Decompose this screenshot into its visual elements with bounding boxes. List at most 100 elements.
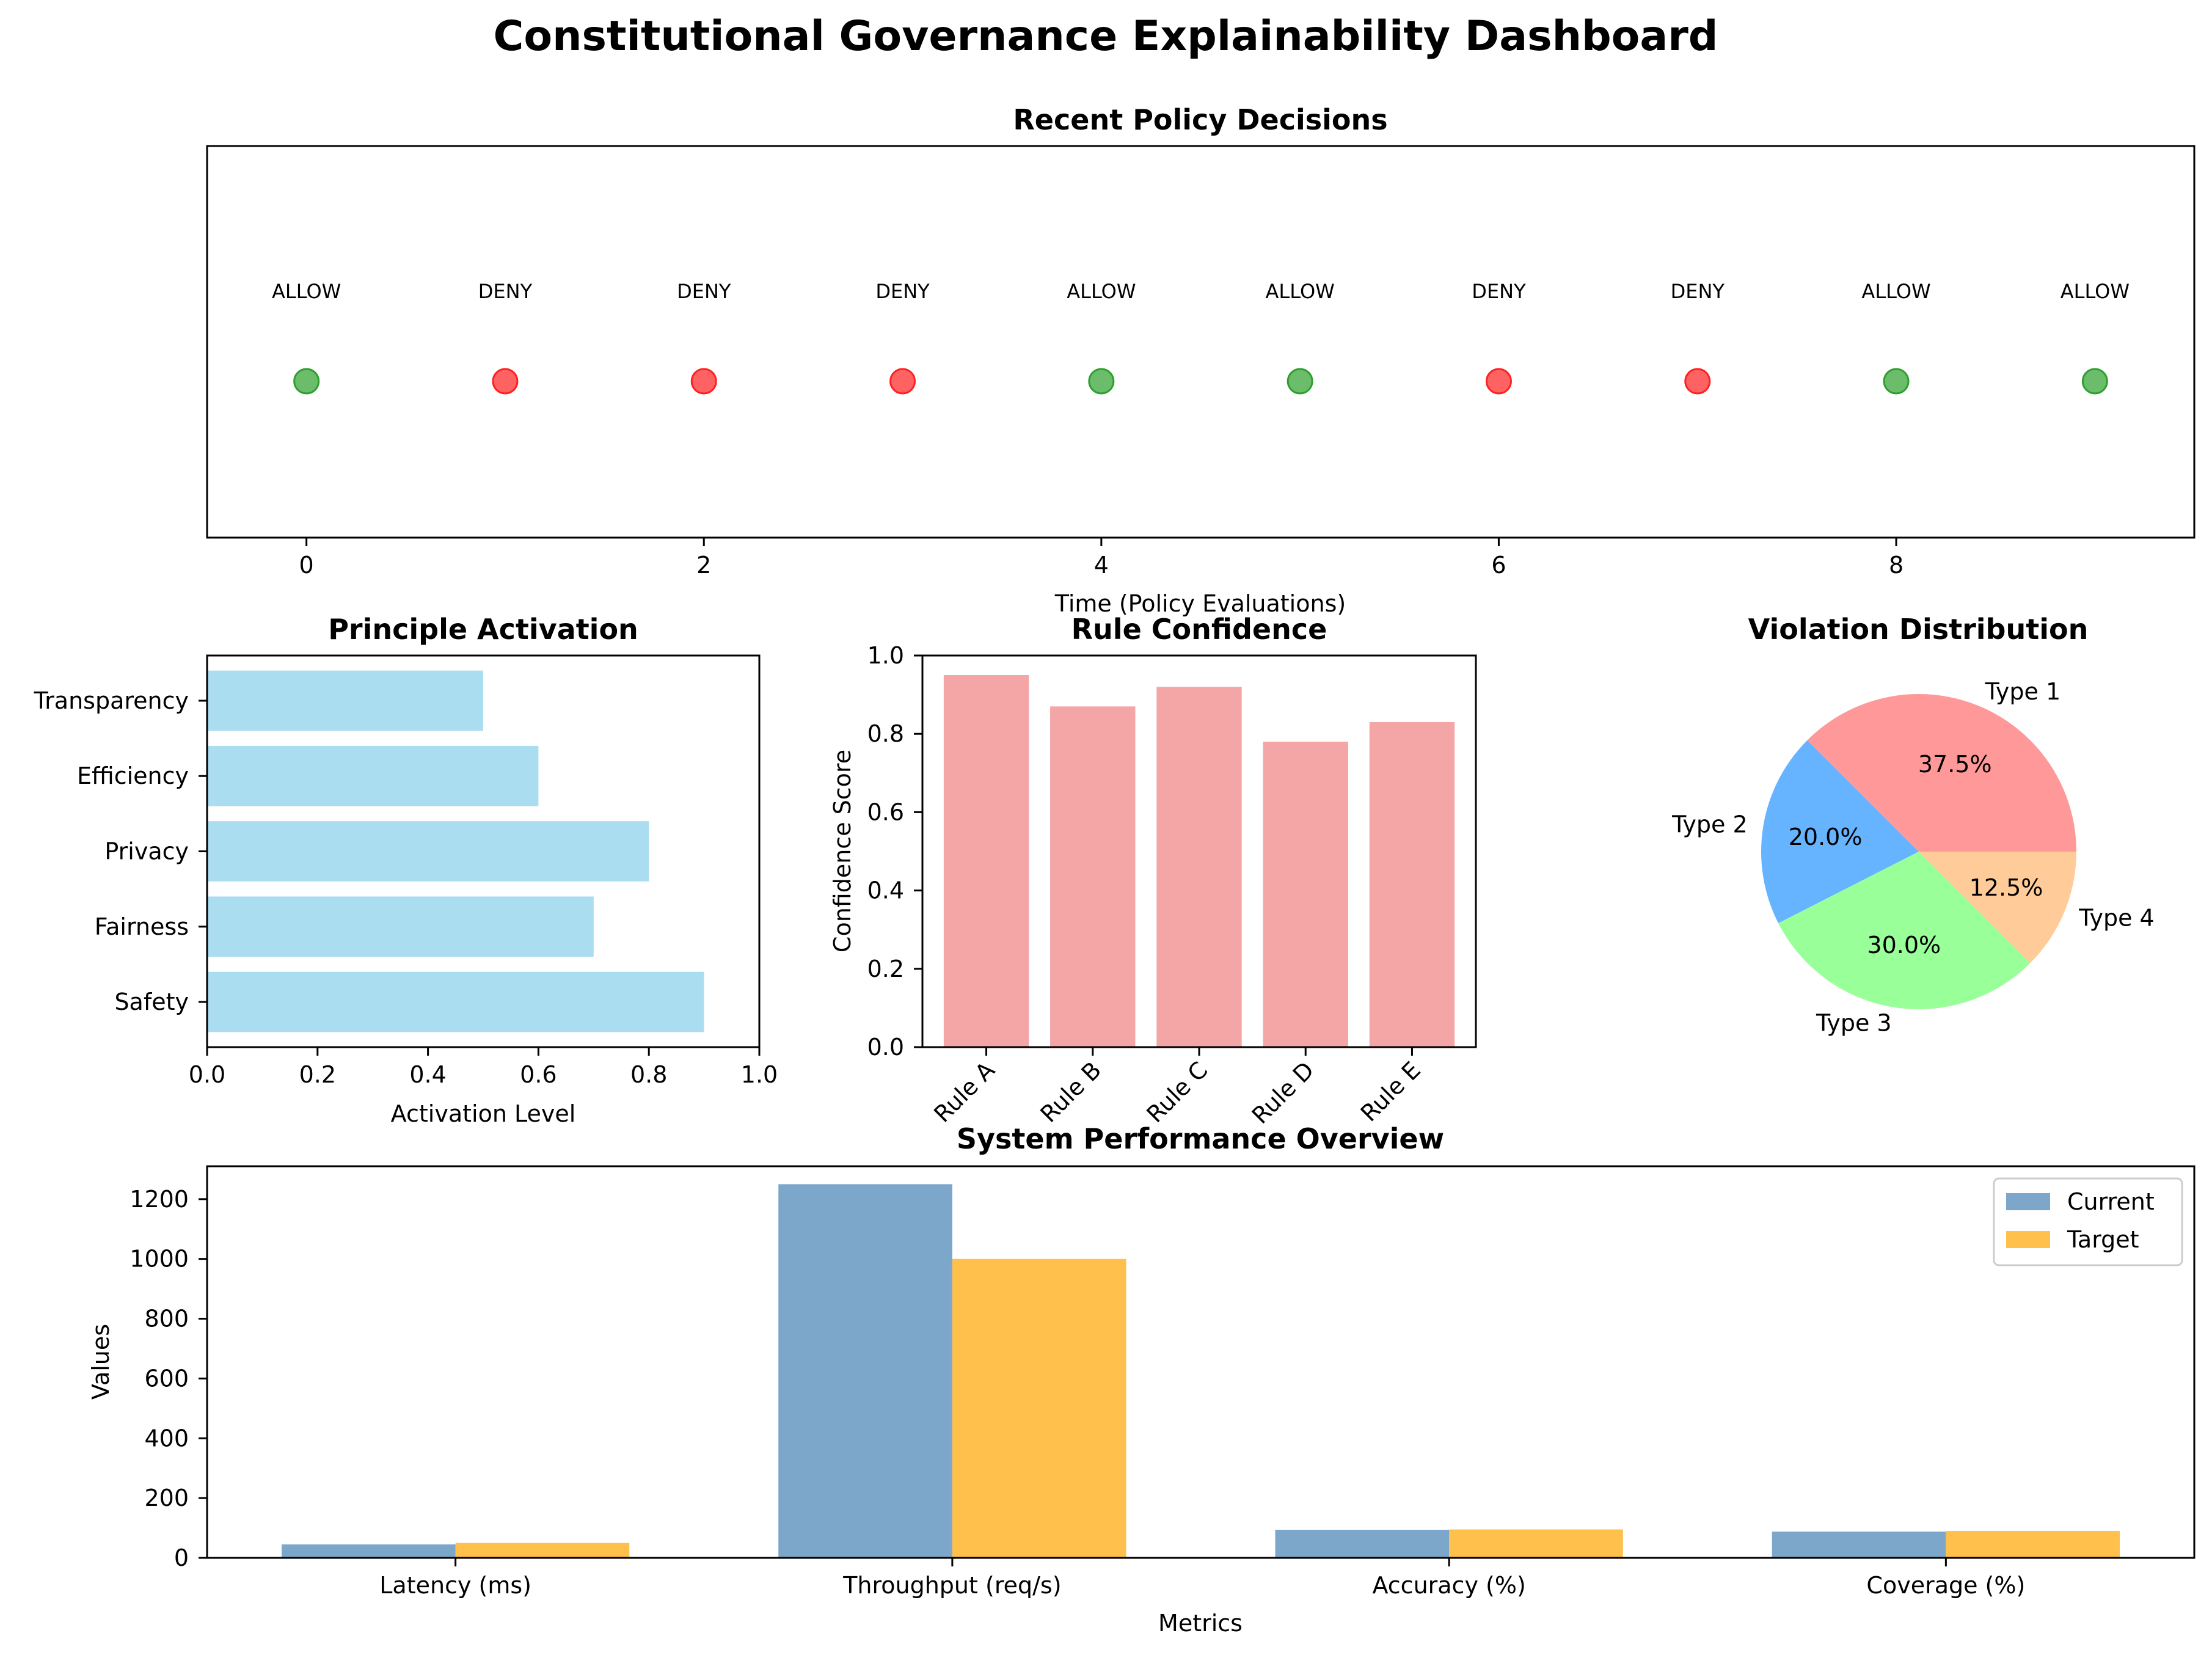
decision-label-6: DENY <box>1472 280 1526 303</box>
perf-ytick-200: 200 <box>144 1485 189 1511</box>
rule-ytick-0-6: 0.6 <box>867 798 904 825</box>
rule-bar-rule-e <box>1369 722 1455 1047</box>
pie-slice-type-1 <box>1807 693 2076 852</box>
perf-bar-current-accuracy <box>1275 1530 1450 1558</box>
principle-label-fairness: Fairness <box>95 913 189 940</box>
principle-bar-fairness <box>207 896 594 957</box>
perf-ytick-1000: 1000 <box>130 1246 189 1273</box>
policy-decisions-xlabel: Time (Policy Evaluations) <box>1054 590 1346 617</box>
rule-label-rule-e: Rule E <box>1356 1056 1426 1127</box>
principle-activation-marks: Safety Fairness Privacy Efficiency Transpare… <box>34 670 778 1088</box>
principle-activation-title: Principle Activation <box>328 613 638 646</box>
decision-point-2 <box>690 368 717 395</box>
rule-label-rule-c: Rule C <box>1141 1056 1213 1128</box>
principle-label-transparency: Transparency <box>34 687 189 714</box>
system-performance-frame <box>206 1165 2196 1559</box>
perf-bar-target-accuracy <box>1449 1529 1623 1558</box>
perf-xtick-accuracy: Accuracy (%) <box>1372 1572 1525 1599</box>
principle-label-privacy: Privacy <box>104 838 189 865</box>
system-performance-legend: Current Target <box>1993 1177 2183 1266</box>
rule-bar-rule-c <box>1156 687 1242 1047</box>
decision-label-1: DENY <box>478 280 533 303</box>
violation-distribution-marks: Type 1 37.5% Type 2 20.0% Type 3 30.0% Type 4 1… <box>1671 678 2155 1037</box>
decision-label-0: ALLOW <box>272 280 341 303</box>
principle-xtick-1-0: 1.0 <box>741 1061 778 1088</box>
decision-label-9: ALLOW <box>2061 280 2130 303</box>
principle-label-safety: Safety <box>114 988 189 1015</box>
system-performance-ylabel: Values <box>87 1324 114 1400</box>
rule-bar-rule-d <box>1263 742 1348 1047</box>
decision-point-3 <box>889 368 916 395</box>
perf-legend-label-current: Current <box>2067 1188 2155 1215</box>
perf-legend-swatch-current <box>2006 1193 2050 1210</box>
decision-point-4 <box>1088 368 1115 395</box>
rule-ytick-0-8: 0.8 <box>867 720 904 747</box>
system-performance-marks: Latency (ms) Throughput (req/s) Accuracy (… <box>130 1184 2120 1599</box>
perf-legend-label-target: Target <box>2067 1226 2139 1253</box>
decisions-xtick-8: 8 <box>1889 552 1904 579</box>
pie-percent-type-3: 30.0% <box>1867 932 1941 959</box>
principle-activation-xlabel: Activation Level <box>391 1100 576 1127</box>
decision-point-6 <box>1485 368 1512 395</box>
decision-label-2: DENY <box>677 280 731 303</box>
principle-xtick-0-0: 0.0 <box>189 1061 225 1088</box>
pie-slice-type-3 <box>1778 852 2031 1009</box>
decision-point-7 <box>1684 368 1711 395</box>
rule-ytick-0-4: 0.4 <box>867 877 904 904</box>
decision-point-8 <box>1883 368 1910 395</box>
policy-decisions-title: Recent Policy Decisions <box>1013 103 1387 136</box>
rule-confidence-frame <box>921 654 1477 1048</box>
principle-xtick-0-8: 0.8 <box>630 1061 667 1088</box>
perf-bar-target-latency-ms <box>455 1543 630 1558</box>
decision-label-5: ALLOW <box>1266 280 1335 303</box>
system-performance-panel: Latency (ms) Throughput (req/s) Accuracy (… <box>87 1122 2196 1637</box>
decision-label-4: ALLOW <box>1067 280 1136 303</box>
principle-bar-efficiency <box>207 745 539 806</box>
rule-bar-rule-b <box>1050 706 1136 1047</box>
perf-bar-current-latency-ms <box>281 1544 456 1558</box>
perf-bar-current-coverage <box>1772 1531 1946 1558</box>
rule-confidence-marks: Rule A Rule B Rule C Rule D Rule E 0.0 0.2 0.4 0… <box>867 642 1455 1129</box>
principle-xtick-0-2: 0.2 <box>299 1061 336 1088</box>
rule-label-rule-a: Rule A <box>929 1056 1000 1128</box>
pie-slice-type-4 <box>1919 852 2076 963</box>
principle-activation-frame <box>206 654 761 1048</box>
perf-bar-current-throughput-req-s <box>778 1184 952 1558</box>
decision-point-9 <box>2081 368 2108 395</box>
rule-bar-rule-a <box>943 675 1029 1047</box>
violation-distribution-panel: Violation Distribution Type 1 37.5% Type 2… <box>1671 613 2155 1036</box>
pie-percent-type-4: 12.5% <box>1969 874 2043 901</box>
perf-xtick-coverage: Coverage (%) <box>1866 1572 2025 1599</box>
decisions-xtick-6: 6 <box>1491 552 1506 579</box>
rule-confidence-ylabel: Confidence Score <box>829 750 856 952</box>
pie-slice-type-2 <box>1761 740 1919 924</box>
policy-decisions-marks: ALLOW DENY DENY DENY ALLOW ALLOW DENY DENY ALLOW… <box>272 280 2130 579</box>
dashboard-title: Constitutional Governance Explainability… <box>494 12 1718 60</box>
system-performance-title: System Performance Overview <box>957 1122 1444 1155</box>
principle-bar-transparency <box>207 670 483 731</box>
system-performance-xlabel: Metrics <box>1158 1610 1243 1637</box>
pie-label-type-4: Type 4 <box>2078 905 2155 932</box>
violation-distribution-title: Violation Distribution <box>1748 613 2089 646</box>
perf-xtick-latency-ms: Latency (ms) <box>379 1572 531 1599</box>
perf-ytick-400: 400 <box>144 1425 189 1452</box>
rule-label-rule-d: Rule D <box>1247 1056 1320 1129</box>
rule-ytick-1-0: 1.0 <box>867 642 904 669</box>
principle-bar-privacy <box>207 821 649 882</box>
principle-xtick-0-6: 0.6 <box>520 1061 557 1088</box>
perf-ytick-800: 800 <box>144 1306 189 1332</box>
pie-label-type-2: Type 2 <box>1671 811 1748 838</box>
perf-ytick-1200: 1200 <box>130 1186 189 1213</box>
perf-legend-swatch-target <box>2006 1231 2050 1248</box>
decisions-xtick-0: 0 <box>299 552 314 579</box>
perf-bar-target-throughput-req-s <box>952 1259 1126 1558</box>
decision-label-8: ALLOW <box>1861 280 1930 303</box>
policy-decisions-frame <box>206 145 2196 539</box>
pie-label-type-1: Type 1 <box>1985 678 2061 705</box>
pie-percent-type-1: 37.5% <box>1918 751 1992 778</box>
rule-ytick-0-0: 0.0 <box>867 1034 904 1061</box>
rule-label-rule-b: Rule B <box>1035 1056 1107 1128</box>
perf-ytick-0: 0 <box>174 1544 189 1571</box>
perf-xtick-throughput-req-s: Throughput (req/s) <box>842 1572 1061 1599</box>
policy-decisions-panel: Recent Policy Decisions ALLOW DENY DENY DEN… <box>206 103 2196 617</box>
